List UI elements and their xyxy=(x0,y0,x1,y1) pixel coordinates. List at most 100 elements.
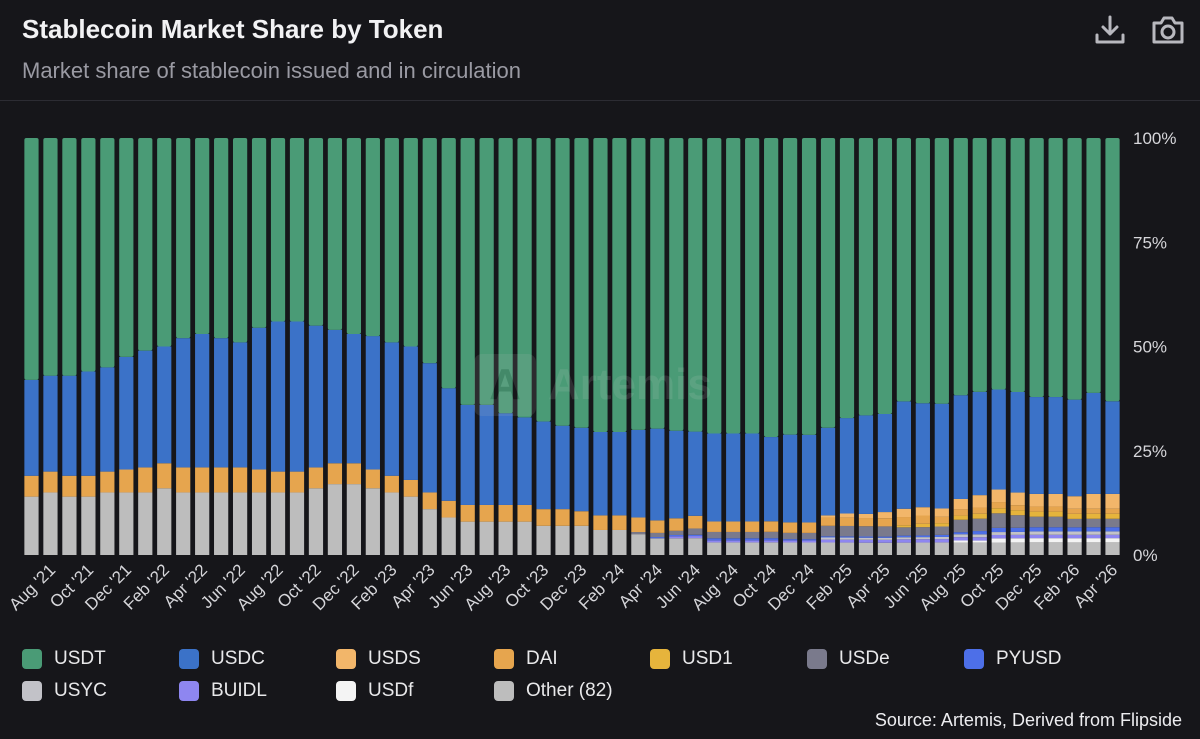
bar-segment[interactable] xyxy=(877,542,893,555)
bar-segment[interactable] xyxy=(498,138,513,414)
bar-segment[interactable] xyxy=(1010,542,1025,555)
bar-segment[interactable] xyxy=(820,517,836,526)
bar-segment[interactable] xyxy=(1029,527,1044,532)
bar-segment[interactable] xyxy=(782,138,798,435)
bar-segment[interactable] xyxy=(555,525,570,555)
bar-segment[interactable] xyxy=(119,469,134,493)
bar-segment[interactable] xyxy=(536,509,551,526)
bar-segment[interactable] xyxy=(119,356,134,470)
bar-segment[interactable] xyxy=(839,513,855,518)
legend-item[interactable]: USDe xyxy=(807,648,890,670)
bar-segment[interactable] xyxy=(650,538,665,555)
bar-segment[interactable] xyxy=(858,537,874,540)
bar-segment[interactable] xyxy=(1010,391,1025,493)
bar-segment[interactable] xyxy=(991,508,1006,514)
bar-segment[interactable] xyxy=(1010,527,1025,532)
bar-stack[interactable] xyxy=(24,138,39,555)
bar-segment[interactable] xyxy=(100,138,115,368)
bar-segment[interactable] xyxy=(195,333,210,468)
bar-segment[interactable] xyxy=(176,338,191,468)
bar-segment[interactable] xyxy=(1105,138,1120,402)
bar-segment[interactable] xyxy=(62,496,77,555)
bar-segment[interactable] xyxy=(1048,534,1063,539)
bar-segment[interactable] xyxy=(896,542,911,555)
bar-segment[interactable] xyxy=(650,138,665,429)
bar-stack[interactable] xyxy=(346,138,361,555)
bar-segment[interactable] xyxy=(688,538,703,555)
bar-segment[interactable] xyxy=(1010,492,1025,506)
bar-segment[interactable] xyxy=(688,515,703,529)
bar-segment[interactable] xyxy=(593,431,608,516)
bar-segment[interactable] xyxy=(934,403,949,509)
bar-segment[interactable] xyxy=(839,536,855,538)
legend-item[interactable]: USDS xyxy=(336,648,421,670)
bar-segment[interactable] xyxy=(1048,538,1063,543)
bar-segment[interactable] xyxy=(934,138,949,404)
legend-item[interactable]: PYUSD xyxy=(964,648,1061,670)
bar-segment[interactable] xyxy=(43,138,58,376)
bar-segment[interactable] xyxy=(934,523,949,527)
bar-stack[interactable] xyxy=(631,138,646,555)
bar-segment[interactable] xyxy=(441,388,456,501)
bar-segment[interactable] xyxy=(555,138,570,426)
bar-segment[interactable] xyxy=(1086,534,1101,539)
bar-segment[interactable] xyxy=(81,496,96,555)
bar-segment[interactable] xyxy=(915,542,930,555)
bar-segment[interactable] xyxy=(688,534,703,537)
bar-stack[interactable] xyxy=(764,138,779,555)
bar-stack[interactable] xyxy=(536,138,551,555)
bar-stack[interactable] xyxy=(232,138,248,555)
bar-stack[interactable] xyxy=(915,138,930,555)
bar-segment[interactable] xyxy=(138,467,153,493)
bar-segment[interactable] xyxy=(612,138,627,432)
bar-segment[interactable] xyxy=(858,542,874,555)
bar-segment[interactable] xyxy=(953,537,968,541)
bar-stack[interactable] xyxy=(707,138,722,555)
bar-segment[interactable] xyxy=(308,325,324,468)
bar-segment[interactable] xyxy=(877,537,893,540)
bar-segment[interactable] xyxy=(877,413,893,513)
bar-stack[interactable] xyxy=(43,138,58,555)
bar-segment[interactable] xyxy=(820,536,836,538)
legend-item[interactable]: BUIDL xyxy=(179,680,267,702)
bar-segment[interactable] xyxy=(460,138,475,405)
bar-segment[interactable] xyxy=(1048,506,1063,512)
bar-stack[interactable] xyxy=(688,138,703,555)
bar-segment[interactable] xyxy=(1086,493,1101,509)
bar-segment[interactable] xyxy=(782,532,798,540)
bar-stack[interactable] xyxy=(479,138,494,555)
bar-segment[interactable] xyxy=(972,507,987,514)
bar-segment[interactable] xyxy=(43,471,58,493)
bar-segment[interactable] xyxy=(934,526,949,535)
bar-segment[interactable] xyxy=(839,539,855,543)
bar-segment[interactable] xyxy=(1010,531,1025,535)
bar-stack[interactable] xyxy=(991,138,1006,555)
bar-segment[interactable] xyxy=(327,138,343,330)
bar-segment[interactable] xyxy=(650,428,665,521)
bar-segment[interactable] xyxy=(346,333,361,464)
bar-stack[interactable] xyxy=(498,138,513,555)
bar-segment[interactable] xyxy=(782,542,798,555)
legend-item[interactable]: USDf xyxy=(336,680,413,702)
bar-stack[interactable] xyxy=(896,138,911,555)
bar-segment[interactable] xyxy=(707,138,722,434)
bar-segment[interactable] xyxy=(726,542,741,555)
bar-segment[interactable] xyxy=(991,389,1006,490)
bar-segment[interactable] xyxy=(460,504,475,522)
bar-segment[interactable] xyxy=(820,525,836,537)
bar-segment[interactable] xyxy=(403,496,418,555)
bar-segment[interactable] xyxy=(1067,527,1082,532)
bar-segment[interactable] xyxy=(100,492,115,555)
bar-segment[interactable] xyxy=(726,433,741,522)
bar-segment[interactable] xyxy=(782,539,798,541)
bar-segment[interactable] xyxy=(1048,397,1063,494)
bar-segment[interactable] xyxy=(593,515,608,530)
bar-segment[interactable] xyxy=(1105,401,1120,494)
bar-segment[interactable] xyxy=(650,532,665,538)
bar-segment[interactable] xyxy=(953,515,968,520)
bar-segment[interactable] xyxy=(972,513,987,519)
screenshot-button[interactable] xyxy=(1148,10,1188,50)
bar-segment[interactable] xyxy=(384,342,399,476)
bar-segment[interactable] xyxy=(972,391,987,496)
bar-segment[interactable] xyxy=(536,138,551,422)
